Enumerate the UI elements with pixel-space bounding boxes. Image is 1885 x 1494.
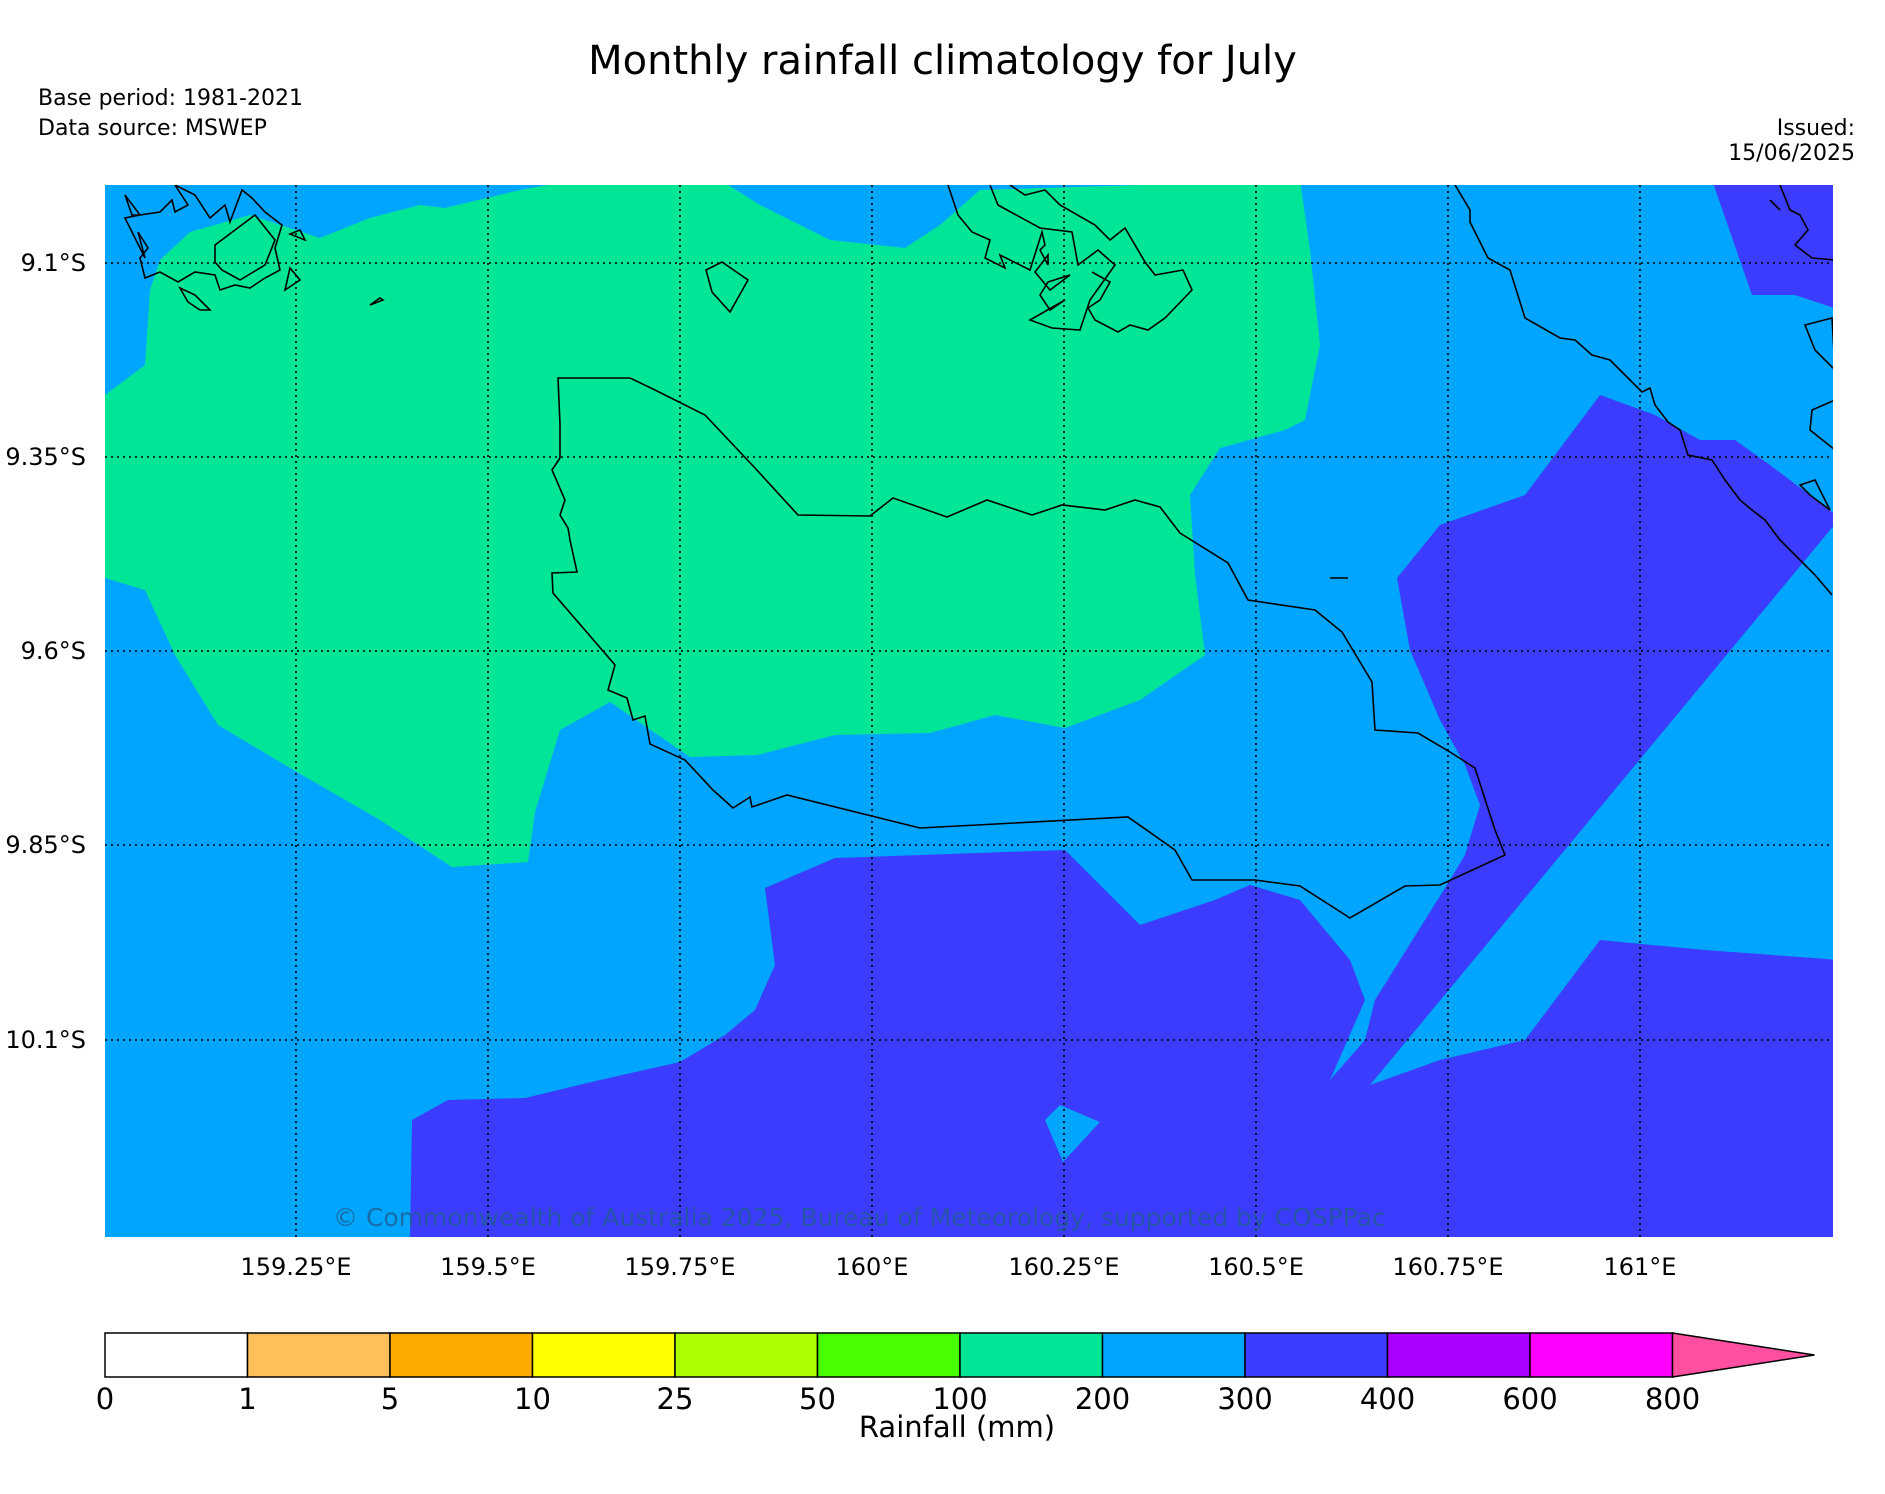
colorbar-tick-label: 50 bbox=[799, 1382, 836, 1416]
colorbar-segment bbox=[1101, 1332, 1246, 1378]
colorbar-tick-label: 400 bbox=[1360, 1382, 1415, 1416]
lat-label: 9.85°S bbox=[5, 831, 86, 859]
malaita-coastline bbox=[1454, 185, 1833, 596]
colorbar-tick-label: 800 bbox=[1645, 1382, 1700, 1416]
colorbar-segment bbox=[1386, 1332, 1531, 1378]
malaita-islets bbox=[1769, 185, 1833, 511]
guadalcanal-coastline bbox=[551, 377, 1507, 919]
lon-label: 159.75°E bbox=[624, 1253, 735, 1281]
lat-label: 9.6°S bbox=[21, 637, 86, 665]
lon-label: 161°E bbox=[1604, 1253, 1677, 1281]
rainfall-contours bbox=[105, 185, 1833, 1237]
data-source-text: Data source: MSWEP bbox=[38, 116, 267, 141]
colorbar-tick-label: 1 bbox=[238, 1382, 256, 1416]
colorbar-tick-label: 600 bbox=[1502, 1382, 1557, 1416]
colorbar-tick-label: 100 bbox=[932, 1382, 987, 1416]
page-title: Monthly rainfall climatology for July bbox=[588, 38, 1297, 84]
russell-islands bbox=[123, 185, 283, 292]
colorbar-extend-arrow bbox=[1671, 1332, 1815, 1378]
lon-label: 160.5°E bbox=[1208, 1253, 1304, 1281]
russell-islands-south bbox=[178, 213, 385, 311]
lon-label: 159.25°E bbox=[240, 1253, 351, 1281]
longitude-labels: 159.25°E 159.5°E 159.75°E 160°E 160.25°E… bbox=[240, 1253, 1676, 1281]
colorbar-segment bbox=[531, 1332, 676, 1378]
graticule bbox=[105, 185, 1833, 1237]
colorbar-segment bbox=[1244, 1332, 1389, 1378]
colorbar-tick-label: 200 bbox=[1075, 1382, 1130, 1416]
issued-date-text: Issued: 15/06/2025 bbox=[1728, 116, 1855, 166]
rainfall-class-200-300-hole bbox=[1045, 1105, 1100, 1162]
lon-label: 160.25°E bbox=[1008, 1253, 1119, 1281]
coastlines bbox=[123, 185, 1833, 919]
savo-island bbox=[947, 185, 1117, 331]
copyright-credit: © Commonwealth of Australia 2025, Bureau… bbox=[333, 1203, 1386, 1232]
rainfall-class-300-400-northeast bbox=[1713, 185, 1833, 308]
lat-label: 9.1°S bbox=[21, 249, 86, 277]
rainfall-class-300-400-south bbox=[410, 850, 1365, 1237]
colorbar-segment bbox=[389, 1332, 534, 1378]
colorbar-segment bbox=[1529, 1332, 1674, 1378]
colorbar: 0 1 5 10 25 50 100 200 300 400 600 800 bbox=[96, 1332, 1815, 1416]
florida-islands-north bbox=[1009, 185, 1193, 333]
lat-label: 10.1°S bbox=[5, 1026, 86, 1054]
base-period-text: Base period: 1981-2021 bbox=[38, 86, 303, 111]
colorbar-tick-label: 25 bbox=[657, 1382, 694, 1416]
colorbar-tick-label: 300 bbox=[1217, 1382, 1272, 1416]
lon-label: 160.75°E bbox=[1392, 1253, 1503, 1281]
colorbar-segment bbox=[104, 1332, 249, 1378]
colorbar-tick-label: 5 bbox=[381, 1382, 399, 1416]
colorbar-label: Rainfall (mm) bbox=[859, 1410, 1055, 1444]
latitude-labels: 9.1°S 9.35°S 9.6°S 9.85°S 10.1°S bbox=[5, 249, 86, 1054]
colorbar-segment bbox=[674, 1332, 819, 1378]
colorbar-segment bbox=[246, 1332, 391, 1378]
nggela-island bbox=[705, 261, 750, 314]
colorbar-tick-label: 0 bbox=[96, 1382, 114, 1416]
colorbar-segment bbox=[816, 1332, 961, 1378]
rainfall-class-300-400-east bbox=[1310, 395, 1833, 1237]
colorbar-segment bbox=[959, 1332, 1104, 1378]
lon-label: 160°E bbox=[836, 1253, 909, 1281]
rainfall-class-100-200 bbox=[105, 185, 1320, 867]
colorbar-tick-label: 10 bbox=[514, 1382, 551, 1416]
lon-label: 159.5°E bbox=[440, 1253, 536, 1281]
lat-label: 9.35°S bbox=[5, 443, 86, 471]
